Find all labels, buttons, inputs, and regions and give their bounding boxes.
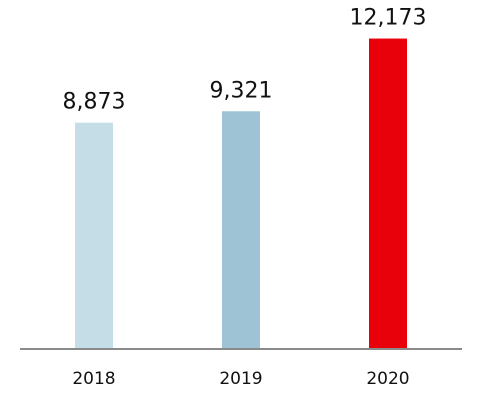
value-label-2019: 9,321 (210, 78, 273, 103)
x-tick-label-2019: 2019 (219, 369, 262, 389)
x-tick-label-2020: 2020 (366, 369, 409, 389)
value-label-2020: 12,173 (350, 6, 427, 31)
x-tick-label-2018: 2018 (72, 369, 115, 389)
x-tick-labels-layer: 2018 2019 2020 (72, 369, 409, 389)
bar-2018 (75, 122, 113, 350)
value-labels-layer: 8,873 9,321 12,173 (63, 6, 427, 115)
bars-layer (75, 38, 407, 350)
bar-2019 (222, 111, 260, 349)
value-label-2018: 8,873 (63, 90, 126, 115)
bar-2020 (369, 38, 407, 349)
